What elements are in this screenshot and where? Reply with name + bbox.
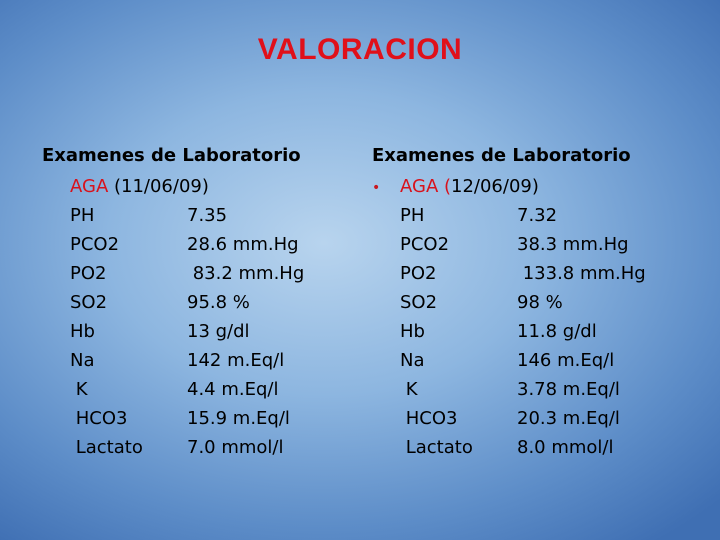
left-row-value: 7.0 mmol/l <box>187 437 284 458</box>
right-row-label: K <box>400 379 418 400</box>
left-row-value: 4.4 m.Eq/l <box>187 379 279 400</box>
left-row-value: 7.35 <box>187 205 228 226</box>
left-aga-date: (11/06/09) <box>108 176 209 197</box>
left-row-label: PO2 <box>70 263 107 284</box>
right-row-value: 38.3 mm.Hg <box>517 234 629 255</box>
right-row-value: 20.3 m.Eq/l <box>517 408 620 429</box>
right-row-value: 98 % <box>517 292 563 313</box>
left-row-label: SO2 <box>70 292 108 313</box>
right-row-value: 11.8 g/dl <box>517 321 597 342</box>
left-row-value: 95.8 % <box>187 292 250 313</box>
right-heading: Examenes de Laboratorio <box>372 145 631 166</box>
left-row-value: 13 g/dl <box>187 321 250 342</box>
left-row-value: 142 m.Eq/l <box>187 350 285 371</box>
right-row-value: 133.8 mm.Hg <box>517 263 646 284</box>
right-row-label: PO2 <box>400 263 437 284</box>
left-row-value: 28.6 mm.Hg <box>187 234 299 255</box>
right-row-label: Na <box>400 350 425 371</box>
right-row-label: PH <box>400 205 425 226</box>
left-row-label: PCO2 <box>70 234 120 255</box>
right-row-value: 3.78 m.Eq/l <box>517 379 620 400</box>
slide-title: VALORACION <box>257 33 463 66</box>
right-row-value: 146 m.Eq/l <box>517 350 615 371</box>
left-heading: Examenes de Laboratorio <box>42 145 301 166</box>
left-row-label: Hb <box>70 321 95 342</box>
left-row-label: Na <box>70 350 95 371</box>
left-row-label: K <box>70 379 88 400</box>
right-row-value: 7.32 <box>517 205 558 226</box>
right-row-label: PCO2 <box>400 234 450 255</box>
left-row-value: 15.9 m.Eq/l <box>187 408 290 429</box>
right-aga-line: AGA (12/06/09) <box>400 176 539 197</box>
right-aga-date: 12/06/09) <box>451 176 539 197</box>
left-row-label: Lactato <box>70 437 143 458</box>
right-aga-label: AGA ( <box>400 176 452 197</box>
left-row-label: PH <box>70 205 95 226</box>
right-row-label: HCO3 <box>400 408 458 429</box>
left-aga-line: AGA (11/06/09) <box>70 176 209 197</box>
right-row-label: Hb <box>400 321 425 342</box>
right-row-value: 8.0 mmol/l <box>517 437 614 458</box>
left-row-value: 83.2 mm.Hg <box>187 263 305 284</box>
left-row-label: HCO3 <box>70 408 128 429</box>
right-bullet: • <box>372 180 381 196</box>
left-aga-label: AGA <box>70 176 109 197</box>
right-row-label: SO2 <box>400 292 438 313</box>
right-row-label: Lactato <box>400 437 473 458</box>
